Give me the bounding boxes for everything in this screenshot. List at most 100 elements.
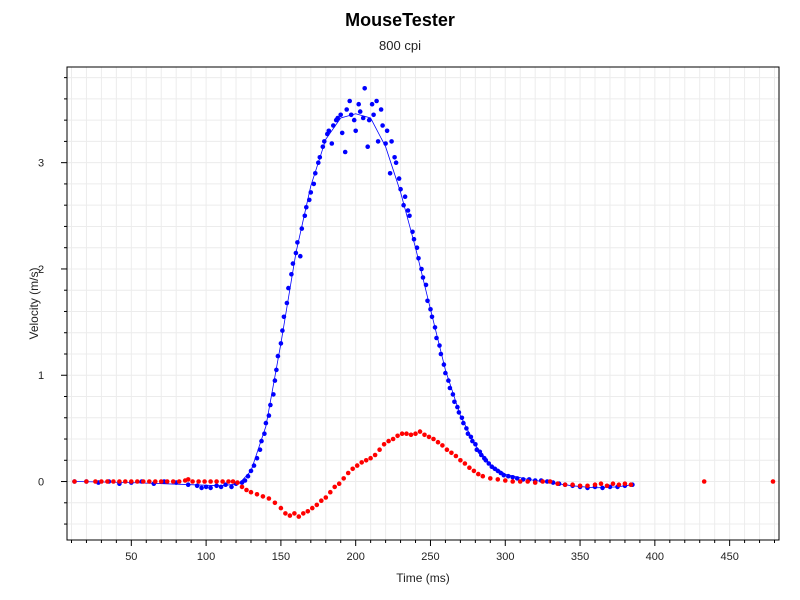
series-0-point: [411, 236, 417, 242]
series-0-point: [429, 314, 435, 320]
series-0-point: [447, 385, 453, 391]
series-0-point: [275, 353, 281, 359]
series-0-point: [293, 250, 299, 256]
series-0-point: [274, 367, 279, 373]
x-tick-label: 250: [421, 551, 439, 563]
series-1-point: [72, 479, 77, 484]
series-0-point: [322, 139, 327, 144]
series-0-point: [405, 208, 411, 213]
series-0-point: [434, 335, 439, 341]
series-1-point: [141, 479, 146, 484]
series-1-point: [230, 479, 236, 484]
series-1-point: [488, 476, 493, 481]
series-0-point: [402, 194, 408, 199]
series-0-point: [257, 447, 263, 453]
x-tick-label: 50: [125, 551, 137, 563]
series-0-point: [313, 171, 318, 176]
series-0-point: [443, 370, 448, 376]
series-1-point: [404, 431, 409, 437]
series-1-point: [467, 465, 472, 471]
series-0-point: [514, 476, 520, 481]
series-1-point: [435, 439, 441, 445]
series-0-point: [461, 420, 466, 426]
series-1-point: [292, 511, 297, 516]
series-0-point: [392, 155, 397, 160]
y-tick-label: 3: [38, 158, 44, 170]
series-1-point: [170, 479, 176, 484]
series-0-point: [446, 378, 451, 383]
series-1-point: [266, 496, 272, 501]
series-0-point: [331, 123, 336, 128]
series-0-point: [302, 213, 308, 219]
series-0-point: [335, 115, 341, 121]
series-1-point: [301, 511, 306, 516]
series-0-point: [470, 438, 475, 444]
series-0-point: [344, 107, 350, 112]
series-0-point: [304, 205, 309, 210]
series-0-point: [347, 98, 353, 104]
series-1-point: [296, 514, 302, 519]
series-0-point: [248, 468, 254, 474]
series-0-point: [295, 240, 300, 245]
series-1-point: [495, 477, 501, 482]
series-1-point: [359, 460, 365, 465]
series-0-point: [483, 458, 489, 463]
series-0-point: [455, 404, 460, 410]
series-0-point: [401, 202, 406, 208]
series-0-point: [420, 275, 426, 280]
series-1-point: [350, 466, 356, 472]
series-1-point: [164, 479, 170, 484]
x-tick-label: 150: [272, 551, 290, 563]
series-1-point: [314, 502, 320, 508]
series-0-point: [214, 483, 219, 489]
series-1-point: [208, 479, 213, 484]
x-tick-label: 350: [571, 551, 589, 563]
series-1-point: [562, 482, 568, 488]
series-1-point: [220, 479, 225, 484]
x-tick-label: 300: [496, 551, 514, 563]
series-1-point: [158, 479, 164, 484]
x-axis-label: Time (ms): [396, 571, 450, 585]
series-0-point: [501, 472, 507, 478]
series-1-point: [616, 482, 622, 488]
series-0-point: [271, 392, 276, 397]
x-tick-label: 450: [720, 551, 738, 563]
series-0-point: [223, 482, 228, 488]
series-0-point: [510, 475, 515, 480]
series-1-point: [592, 482, 598, 488]
series-1-point: [413, 431, 418, 437]
series-0-point: [320, 144, 326, 149]
series-1-point: [319, 498, 324, 504]
series-0-point: [407, 213, 412, 219]
series-1-point: [510, 479, 515, 484]
series-0-point: [441, 362, 447, 367]
series-0-point: [348, 112, 354, 118]
series-1-point: [386, 438, 391, 444]
y-tick-label: 2: [38, 264, 44, 276]
series-0-point: [396, 176, 402, 181]
series-1-point: [422, 432, 427, 438]
series-0-point: [245, 473, 251, 479]
series-0-point: [387, 171, 393, 176]
series-0-point: [351, 117, 357, 123]
series-0-point: [375, 139, 381, 144]
series-0-point: [371, 112, 376, 118]
series-1-point: [93, 479, 98, 484]
series-0-point: [465, 431, 471, 437]
series-1-point: [610, 481, 616, 487]
series-1-point: [585, 483, 590, 489]
series-0-point: [242, 478, 248, 483]
series-1-point: [185, 477, 191, 482]
series-0-point: [280, 328, 285, 333]
series-0-point: [600, 485, 605, 491]
series-1-point: [111, 479, 116, 484]
series-0-point: [342, 149, 348, 155]
series-1-point: [214, 479, 219, 484]
series-0-point: [194, 483, 200, 489]
series-0-point: [326, 128, 332, 134]
series-0-point: [316, 160, 321, 165]
x-tick-label: 400: [646, 551, 664, 563]
series-1-point: [453, 453, 459, 459]
chart-subtitle: 800 cpi: [379, 38, 421, 53]
series-1-point: [147, 479, 152, 484]
